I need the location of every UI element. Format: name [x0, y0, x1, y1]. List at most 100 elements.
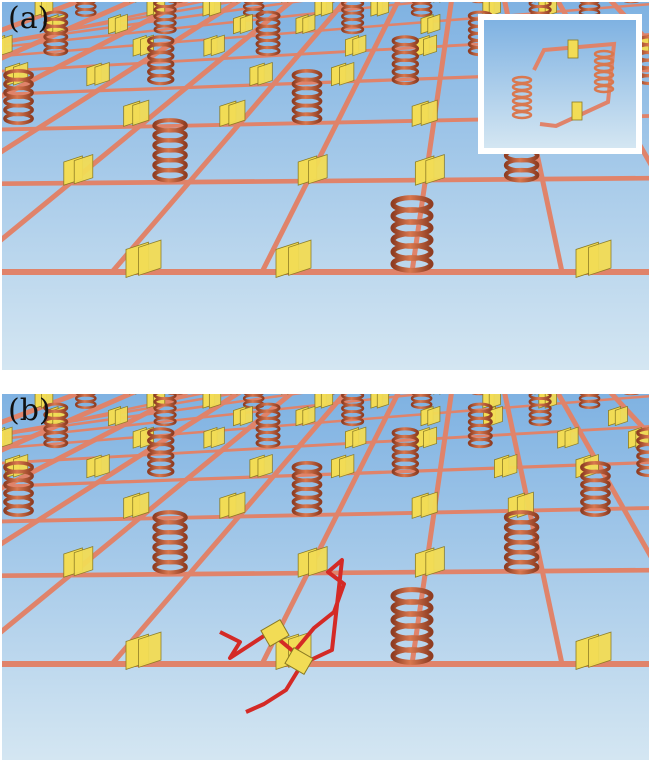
capacitor: [370, 2, 390, 17]
capacitor: [63, 546, 94, 578]
inductor-coil: [74, 2, 97, 18]
capacitor: [233, 13, 253, 35]
inductor-coil: [74, 394, 97, 410]
capacitor: [344, 34, 367, 57]
capacitor: [125, 631, 162, 670]
capacitor: [414, 546, 445, 578]
inductor-coil: [390, 587, 434, 665]
capacitor: [297, 546, 328, 578]
inductor-coil: [291, 461, 323, 517]
capacitor: [249, 61, 273, 87]
capacitor: [415, 426, 438, 449]
rod: [3, 394, 206, 437]
panel-a-label: (a): [8, 2, 50, 36]
inductor-coil: [291, 69, 323, 125]
capacitor: [571, 101, 583, 121]
capacitor: [295, 13, 316, 35]
inductor-coil: [147, 427, 175, 478]
capacitor: [420, 13, 441, 35]
rod: [2, 68, 649, 96]
inductor-coil: [528, 394, 552, 427]
inductor-coil: [410, 394, 433, 410]
capacitor: [314, 394, 334, 409]
inductor-coil: [255, 402, 281, 449]
inductor-coil: [467, 402, 493, 449]
capacitor: [203, 34, 225, 57]
inductor-coil: [147, 35, 175, 86]
capacitor: [411, 99, 438, 127]
highlighted-loop: [219, 558, 346, 714]
rod: [2, 2, 242, 155]
highlighted-path: [219, 558, 346, 714]
capacitor: [483, 405, 503, 427]
capacitor: [219, 99, 246, 127]
rod: [608, 394, 649, 438]
inductor-coil: [391, 427, 420, 478]
capacitor: [260, 619, 290, 647]
inductor-coil: [341, 2, 365, 35]
inductor-coil: [152, 510, 188, 575]
inductor-coil: [153, 2, 177, 35]
inductor-coil: [580, 461, 611, 517]
capacitor: [284, 647, 314, 675]
capacitor: [202, 2, 222, 17]
capacitor: [314, 2, 334, 17]
unit-cell-inset: [478, 14, 642, 154]
capacitor: [414, 154, 445, 186]
inductor-coil: [43, 10, 69, 57]
panel-b-label: (b): [8, 394, 51, 428]
capacitor: [219, 491, 246, 519]
rod: [2, 394, 84, 425]
inductor-coil: [503, 510, 540, 575]
capacitor: [557, 426, 579, 449]
capacitor: [567, 39, 579, 59]
inductor-coil: [153, 394, 177, 427]
capacitor: [275, 239, 312, 278]
capacitor: [203, 426, 225, 449]
capacitor: [86, 453, 110, 479]
capacitor: [344, 426, 367, 449]
capacitor: [233, 405, 253, 427]
rod: [555, 394, 649, 559]
capacitor: [63, 154, 94, 186]
capacitor: [86, 61, 110, 87]
capacitor: [331, 61, 355, 87]
inductor-coil: [255, 10, 281, 57]
components: [2, 394, 649, 670]
rod: [2, 425, 649, 465]
rod: [2, 394, 137, 453]
lattice-scene-b: [2, 394, 649, 760]
unit-cell-diagram: [484, 20, 636, 148]
capacitor: [415, 34, 438, 57]
capacitor: [494, 453, 518, 479]
capacitor: [123, 491, 150, 519]
rod: [3, 2, 206, 45]
inductor-coil: [578, 394, 601, 410]
rod: [2, 460, 649, 488]
rod: [2, 2, 433, 49]
inductor-coil: [152, 118, 188, 183]
capacitor: [420, 405, 441, 427]
capacitor: [125, 239, 162, 278]
inductor-coil: [3, 461, 34, 517]
capacitor: [575, 631, 612, 670]
capacitor: [411, 491, 438, 519]
inductor-coil: [341, 394, 365, 427]
capacitor: [297, 154, 328, 186]
inductor-coil: [43, 402, 69, 449]
capacitor: [108, 405, 128, 427]
capacitor: [2, 34, 13, 57]
inductor-coil: [390, 195, 434, 273]
capacitor: [575, 239, 612, 278]
rod: [2, 2, 137, 61]
inductor-coil: [511, 75, 533, 120]
capacitor: [608, 405, 628, 427]
capacitor: [108, 13, 128, 35]
rod: [2, 2, 84, 33]
capacitor: [295, 405, 316, 427]
capacitor: [123, 99, 150, 127]
inductor-coil: [593, 49, 615, 94]
capacitor: [370, 394, 390, 409]
capacitor: [2, 426, 13, 449]
panel-b: (b): [2, 394, 649, 760]
